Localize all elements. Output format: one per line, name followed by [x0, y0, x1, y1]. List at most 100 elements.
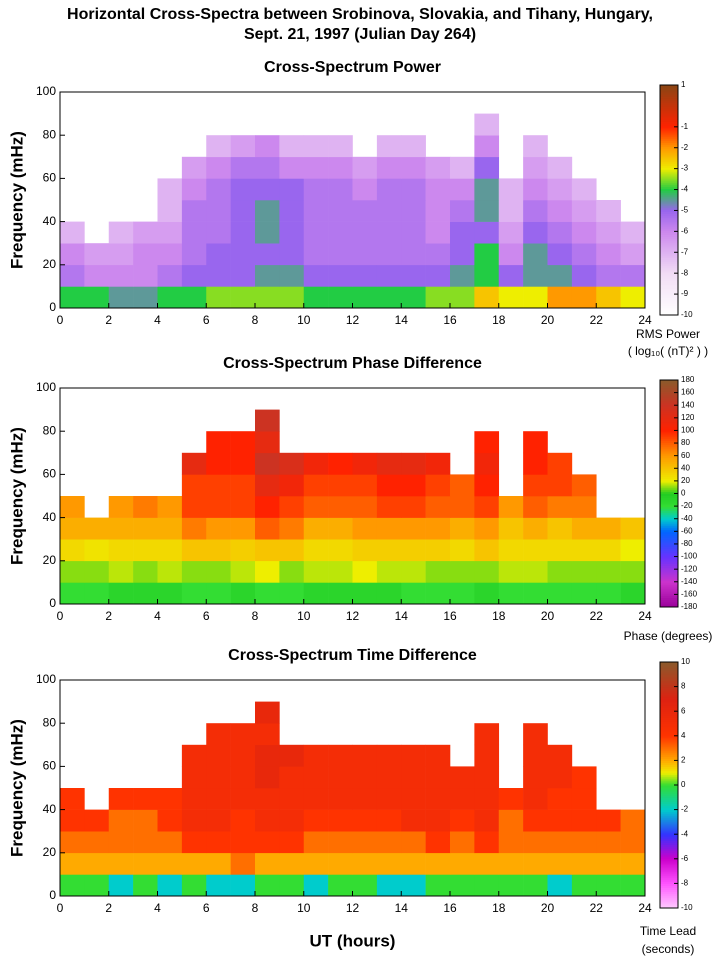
heat-cell [206, 788, 231, 810]
colorbar-swatch [660, 531, 678, 534]
heat-cell [571, 539, 597, 562]
heat-cell [303, 744, 329, 767]
heat-cell [181, 582, 207, 605]
heat-cell [450, 178, 475, 201]
colorbar-swatch [660, 410, 678, 413]
heat-cell [255, 200, 280, 222]
heat-cell [328, 560, 353, 583]
heat-cell [474, 474, 500, 497]
heat-cell [523, 809, 548, 832]
colorbar-swatch [660, 864, 678, 868]
colorbar-swatch [660, 154, 678, 157]
colorbar-tick-label: -2 [681, 143, 689, 152]
heat-cell [255, 788, 280, 810]
heat-cell [450, 831, 475, 854]
colorbar-swatch [660, 584, 678, 587]
colorbar-swatch [660, 542, 678, 546]
x-tick-label: 12 [346, 313, 360, 327]
colorbar-swatch [660, 709, 678, 712]
heat-cell [181, 560, 207, 583]
heat-cell [596, 809, 621, 832]
heat-cell [255, 831, 280, 854]
colorbar-swatch [660, 729, 678, 733]
colorbar-swatch [660, 682, 678, 686]
colorbar-swatch [660, 506, 678, 510]
y-tick-label: 60 [43, 759, 57, 773]
colorbar-swatch [660, 555, 678, 559]
heat-cell [596, 517, 621, 540]
heat-cell [498, 852, 524, 875]
colorbar-swatch [660, 451, 678, 455]
heat-cell [230, 874, 256, 897]
colorbar-swatch [660, 400, 678, 404]
colorbar-swatch [660, 219, 678, 222]
heat-cell [157, 582, 183, 605]
colorbar-swatch [660, 782, 678, 786]
heat-cell [108, 788, 134, 810]
colorbar-swatch [660, 690, 678, 694]
figure-title: Horizontal Cross-Spectra between Srobino… [67, 6, 653, 23]
colorbar-tick-label: 40 [681, 463, 690, 472]
heat-cell [279, 452, 305, 475]
x-tick-label: 6 [203, 313, 210, 327]
heat-cell [547, 156, 573, 179]
heat-cell [108, 582, 134, 605]
heat-cell [230, 431, 256, 454]
x-axis-label: UT (hours) [310, 931, 396, 950]
colorbar-swatch [660, 725, 678, 729]
heat-cell [230, 452, 256, 475]
heat-cell [547, 178, 573, 201]
heat-cell [401, 452, 426, 475]
heat-cell [401, 539, 426, 562]
heat-cell [60, 809, 85, 832]
colorbar-swatch [660, 457, 678, 460]
heat-cell [474, 243, 500, 266]
heat-cell [108, 852, 134, 875]
colorbar-swatch [660, 785, 678, 788]
heat-cell [157, 539, 183, 562]
heat-cell [157, 178, 183, 201]
heat-cell [328, 286, 353, 309]
heat-cell [206, 135, 231, 158]
heat-cell [523, 431, 548, 454]
heat-cell [328, 766, 353, 789]
colorbar-swatch [660, 421, 678, 425]
colorbar-swatch [660, 144, 678, 147]
x-tick-label: 18 [492, 609, 506, 623]
colorbar-swatch [660, 780, 678, 784]
colorbar-swatch [660, 205, 678, 209]
colorbar-tick-label: -40 [681, 514, 693, 523]
heat-cell [255, 156, 280, 179]
heat-cell [84, 831, 110, 854]
heat-cell [425, 474, 451, 497]
colorbar-swatch [660, 224, 678, 228]
heat-cell [450, 264, 475, 287]
heat-cell [450, 560, 475, 583]
colorbar-swatch [660, 438, 678, 442]
heat-cell [303, 539, 329, 562]
colorbar-swatch [660, 207, 678, 211]
x-tick-label: 22 [590, 313, 604, 327]
heat-cell [401, 788, 426, 810]
heat-cell [206, 221, 231, 244]
colorbar-swatch [660, 836, 678, 839]
heat-cell [401, 744, 426, 767]
heat-cell [352, 539, 378, 562]
colorbar-swatch [660, 544, 678, 547]
colorbar-tick-label: -9 [681, 289, 689, 298]
colorbar-swatch [660, 903, 678, 907]
colorbar-swatch [660, 546, 678, 549]
colorbar-swatch [660, 127, 678, 130]
heat-cell [498, 582, 524, 605]
colorbar-swatch [660, 739, 678, 743]
colorbar-swatch [660, 423, 678, 426]
heat-cell [133, 539, 158, 562]
heat-cell [620, 243, 646, 266]
heat-cell [108, 539, 134, 562]
colorbar-swatch [660, 470, 678, 474]
y-tick-label: 20 [43, 553, 57, 567]
colorbar-swatch [660, 688, 678, 692]
heat-cell [425, 517, 451, 540]
colorbar-swatch [660, 247, 678, 251]
colorbar-swatch [660, 455, 678, 459]
